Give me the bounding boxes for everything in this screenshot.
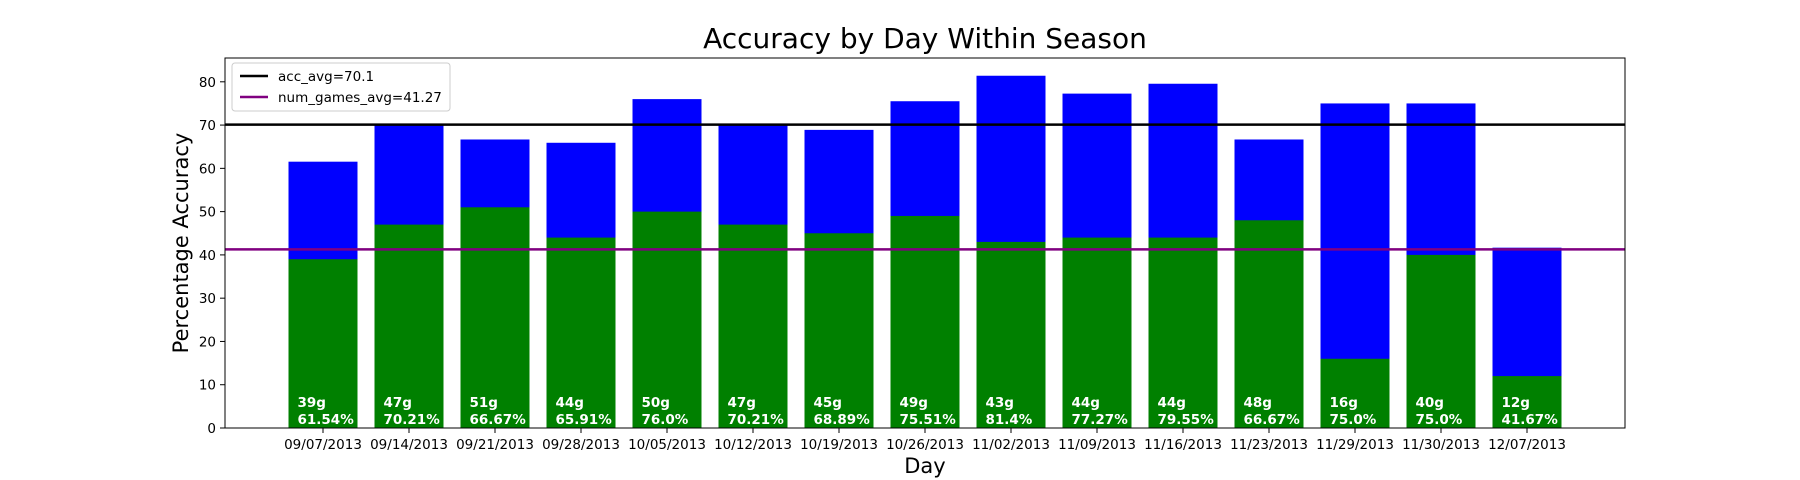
bar-games-label: 47g bbox=[728, 395, 756, 411]
bar-labels: 39g61.54%47g70.21%51g66.67%44g65.91%50g7… bbox=[298, 395, 1559, 428]
x-axis-title: Day bbox=[904, 454, 945, 478]
y-tick-label: 70 bbox=[199, 118, 216, 134]
x-tick-label: 11/29/2013 bbox=[1316, 437, 1394, 453]
bar-games-label: 40g bbox=[1416, 395, 1444, 411]
bar-games-label: 45g bbox=[814, 395, 842, 411]
games-bar bbox=[1062, 237, 1132, 428]
legend-box bbox=[231, 62, 451, 112]
x-tick-label: 10/12/2013 bbox=[714, 437, 792, 453]
y-tick-label: 40 bbox=[199, 248, 216, 264]
chart-title: Accuracy by Day Within Season bbox=[703, 22, 1147, 55]
bar-accuracy-label: 68.89% bbox=[814, 412, 871, 428]
bar-games-label: 48g bbox=[1244, 395, 1272, 411]
legend-entry-label: num_games_avg=41.27 bbox=[278, 90, 442, 106]
bar-games-label: 44g bbox=[1158, 395, 1186, 411]
bar-accuracy-label: 81.4% bbox=[986, 412, 1033, 428]
x-tick-label: 09/28/2013 bbox=[542, 437, 620, 453]
x-tick-label: 11/16/2013 bbox=[1144, 437, 1222, 453]
games-bar bbox=[288, 259, 358, 428]
bar-accuracy-label: 41.67% bbox=[1502, 412, 1559, 428]
x-tick-label: 12/07/2013 bbox=[1488, 437, 1566, 453]
bar-accuracy-label: 76.0% bbox=[642, 412, 689, 428]
bar-games-label: 44g bbox=[1072, 395, 1100, 411]
bar-accuracy-label: 61.54% bbox=[298, 412, 355, 428]
games-bar bbox=[1492, 376, 1562, 428]
y-axis: 0 10 20 30 40 50 60 70 80 bbox=[199, 75, 225, 437]
legend-entry-label: acc_avg=70.1 bbox=[278, 69, 374, 85]
legend: acc_avg=70.1 num_games_avg=41.27 bbox=[231, 62, 451, 112]
games-bar bbox=[718, 224, 788, 428]
bar-accuracy-label: 66.67% bbox=[1244, 412, 1301, 428]
x-tick-label: 09/21/2013 bbox=[456, 437, 534, 453]
games-bar bbox=[546, 237, 616, 428]
bar-games-label: 16g bbox=[1330, 395, 1358, 411]
y-tick-label: 10 bbox=[199, 378, 216, 394]
x-tick-label: 11/30/2013 bbox=[1402, 437, 1480, 453]
games-bar bbox=[1320, 358, 1390, 428]
y-tick-label: 30 bbox=[199, 291, 216, 307]
average-lines bbox=[225, 123, 1625, 251]
x-axis: 09/07/2013 09/14/2013 09/21/2013 09/28/2013… bbox=[284, 428, 1566, 453]
games-bar bbox=[1148, 237, 1218, 428]
x-tick-label: 10/19/2013 bbox=[800, 437, 878, 453]
y-tick-label: 60 bbox=[199, 161, 216, 177]
y-tick-label: 20 bbox=[199, 334, 216, 350]
y-tick-label: 80 bbox=[199, 75, 216, 91]
games-bar bbox=[460, 207, 530, 428]
y-tick-label: 0 bbox=[207, 421, 216, 437]
x-tick-label: 11/02/2013 bbox=[972, 437, 1050, 453]
x-tick-label: 10/26/2013 bbox=[886, 437, 964, 453]
games-bar bbox=[976, 241, 1046, 428]
x-tick-label: 09/07/2013 bbox=[284, 437, 362, 453]
bar-games-label: 43g bbox=[986, 395, 1014, 411]
x-tick-label: 10/05/2013 bbox=[628, 437, 706, 453]
x-tick-label: 11/23/2013 bbox=[1230, 437, 1308, 453]
bar-accuracy-label: 70.21% bbox=[384, 412, 441, 428]
games-bar bbox=[804, 233, 874, 428]
games-bar bbox=[374, 224, 444, 428]
bar-accuracy-label: 79.55% bbox=[1158, 412, 1215, 428]
x-tick-label: 09/14/2013 bbox=[370, 437, 448, 453]
bar-accuracy-label: 75.51% bbox=[900, 412, 957, 428]
bar-games-label: 47g bbox=[384, 395, 412, 411]
y-axis-title: Percentage Accuracy bbox=[169, 133, 193, 354]
bar-games-label: 44g bbox=[556, 395, 584, 411]
bar-accuracy-label: 70.21% bbox=[728, 412, 785, 428]
bar-games-label: 39g bbox=[298, 395, 326, 411]
x-tick-label: 11/09/2013 bbox=[1058, 437, 1136, 453]
bar-accuracy-label: 75.0% bbox=[1416, 412, 1463, 428]
games-bar bbox=[890, 215, 960, 428]
bar-accuracy-label: 77.27% bbox=[1072, 412, 1129, 428]
bar-games-label: 51g bbox=[470, 395, 498, 411]
bar-games-label: 49g bbox=[900, 395, 928, 411]
bars-layer bbox=[288, 75, 1562, 429]
games-bar bbox=[632, 211, 702, 428]
bar-accuracy-label: 65.91% bbox=[556, 412, 613, 428]
y-tick-label: 50 bbox=[199, 205, 216, 221]
bar-games-label: 50g bbox=[642, 395, 670, 411]
games-bar bbox=[1406, 254, 1476, 428]
bar-games-label: 12g bbox=[1502, 395, 1530, 411]
bar-accuracy-label: 75.0% bbox=[1330, 412, 1377, 428]
bar-accuracy-label: 66.67% bbox=[470, 412, 527, 428]
games-bar bbox=[1234, 220, 1304, 428]
